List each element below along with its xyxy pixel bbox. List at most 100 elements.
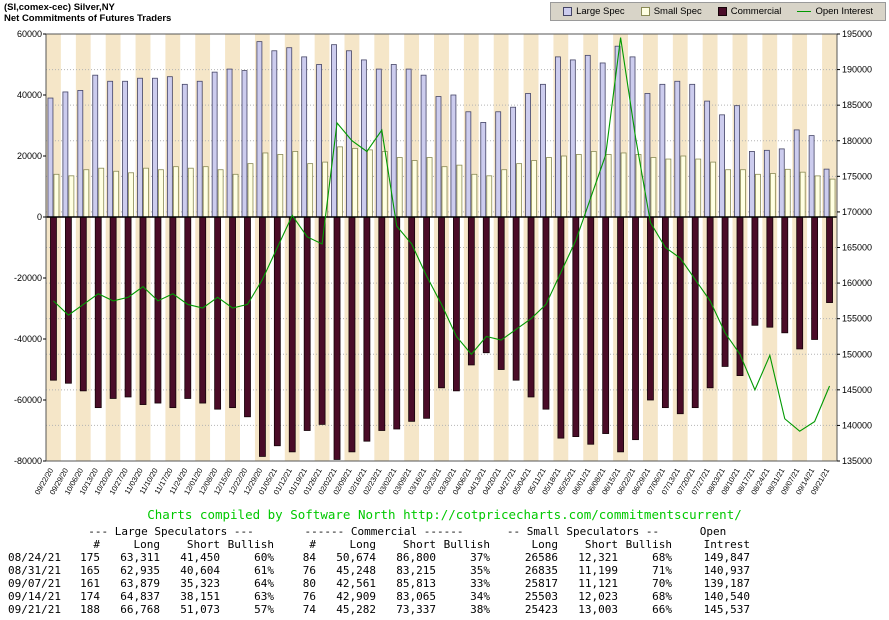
row-cell: 66,768 <box>120 603 160 616</box>
svg-text:-60000: -60000 <box>14 395 42 405</box>
column-header <box>6 538 66 551</box>
svg-text:40000: 40000 <box>17 90 42 100</box>
svg-text:-20000: -20000 <box>14 273 42 283</box>
row-date: 09/21/21 <box>8 603 61 616</box>
row-cell: 62,935 <box>120 564 160 577</box>
row-cell: 68% <box>652 551 672 564</box>
row-cell: 45,282 <box>336 603 376 616</box>
cot-chart: 60000 40000 20000 0 -20000 -40000 -60000 -80000… <box>14 29 872 497</box>
legend-label-commercial: Commercial <box>730 6 782 17</box>
row-cell: 64,837 <box>120 590 160 603</box>
row-cell: 68% <box>652 590 672 603</box>
column-header: Short <box>402 538 436 551</box>
svg-text:0: 0 <box>37 212 42 222</box>
table-group-header-row: --- Large Speculators --- ------ Commerc… <box>6 525 752 538</box>
open-interest-line-icon <box>797 11 812 12</box>
column-header: Short <box>584 538 618 551</box>
commercial-swatch-icon <box>717 7 727 16</box>
x-axis-labels: 09/22/2009/29/2010/06/2010/13/2010/20/20… <box>33 467 831 497</box>
header: (SI,comex-cec) Silver,NY Net Commitments… <box>0 0 889 24</box>
chart-titles: (SI,comex-cec) Silver,NY Net Commitments… <box>4 2 171 25</box>
legend-item-commercial: Commercial <box>717 6 782 17</box>
svg-text:-40000: -40000 <box>14 334 42 344</box>
svg-text:180000: 180000 <box>842 136 872 146</box>
table-row: 08/31/21 165 62,935 40,604 61% 76 45,248 83,215… <box>6 564 752 577</box>
row-cell: 25817 <box>524 577 558 590</box>
column-header: # <box>93 538 100 551</box>
row-cell: 63% <box>254 590 274 603</box>
row-cell: 174 <box>80 590 100 603</box>
column-header: Long <box>349 538 377 551</box>
row-cell: 12,321 <box>578 551 618 564</box>
row-date: 09/07/21 <box>8 577 61 590</box>
legend-item-small-spec: Small Spec <box>640 6 702 17</box>
row-cell: 11,199 <box>578 564 618 577</box>
column-header: Intrest <box>703 538 750 551</box>
row-cell: 61% <box>254 564 274 577</box>
svg-text:175000: 175000 <box>842 171 872 181</box>
row-cell: 42,909 <box>336 590 376 603</box>
svg-text:155000: 155000 <box>842 314 872 324</box>
row-cell: 85,813 <box>396 577 436 590</box>
svg-text:-80000: -80000 <box>14 456 42 466</box>
svg-text:195000: 195000 <box>842 29 872 39</box>
row-cell: 37% <box>470 551 490 564</box>
table-row: 09/21/21 188 66,768 51,073 57% 74 45,282 73,337… <box>6 603 752 616</box>
small-spec-swatch-icon <box>640 7 650 16</box>
column-header: # <box>309 538 316 551</box>
row-cell: 26835 <box>524 564 558 577</box>
group-header-spacer <box>6 525 66 538</box>
legend-label-large-spec: Large Spec <box>576 6 625 17</box>
row-cell: 73,337 <box>396 603 436 616</box>
row-cell: 63,879 <box>120 577 160 590</box>
row-date: 09/14/21 <box>8 590 61 603</box>
row-cell: 34% <box>470 590 490 603</box>
table-column-header-row: # Long Short Bullish # Long Short Bullish Long Sh… <box>6 538 752 551</box>
row-cell: 71% <box>652 564 672 577</box>
row-cell: 13,003 <box>578 603 618 616</box>
svg-text:165000: 165000 <box>842 243 872 253</box>
row-cell: 38,151 <box>180 590 220 603</box>
row-cell: 76 <box>302 590 316 603</box>
group-header-small-spec: -- Small Speculators -- <box>506 525 660 538</box>
column-header: Bullish <box>227 538 274 551</box>
group-header-large-spec: --- Large Speculators --- <box>88 525 254 538</box>
legend-item-large-spec: Large Spec <box>563 6 625 17</box>
row-cell: 74 <box>302 603 316 616</box>
legend-label-small-spec: Small Spec <box>653 6 702 17</box>
row-cell: 145,537 <box>703 603 750 616</box>
row-cell: 86,800 <box>396 551 436 564</box>
svg-text:190000: 190000 <box>842 65 872 75</box>
svg-text:135000: 135000 <box>842 456 872 466</box>
row-cell: 64% <box>254 577 274 590</box>
row-cell: 165 <box>80 564 100 577</box>
row-cell: 139,187 <box>703 577 750 590</box>
row-cell: 42,561 <box>336 577 376 590</box>
svg-text:160000: 160000 <box>842 278 872 288</box>
group-header-commercial: ------ Commercial ------ <box>304 525 464 538</box>
svg-text:20000: 20000 <box>17 151 42 161</box>
row-cell: 70% <box>652 577 672 590</box>
cot-table: --- Large Speculators --- ------ Commerc… <box>6 525 752 616</box>
open-interest-line <box>53 37 831 432</box>
row-cell: 84 <box>302 551 316 564</box>
row-cell: 175 <box>80 551 100 564</box>
table-row: 09/07/21 161 63,879 35,323 64% 80 42,561 85,813… <box>6 577 752 590</box>
row-cell: 83,065 <box>396 590 436 603</box>
group-header-open: Open <box>699 525 727 538</box>
credit-link[interactable]: http://cotpricecharts.com/commitmentscur… <box>403 507 742 522</box>
row-cell: 25423 <box>524 603 558 616</box>
table-row: 09/14/21 174 64,837 38,151 63% 76 42,909 83,065… <box>6 590 752 603</box>
right-axis-labels: 135000 140000 145000 150000 155000 160000 1650… <box>837 29 872 466</box>
svg-text:170000: 170000 <box>842 207 872 217</box>
svg-text:185000: 185000 <box>842 100 872 110</box>
column-header: Bullish <box>625 538 672 551</box>
large-spec-swatch-icon <box>563 7 573 16</box>
row-cell: 66% <box>652 603 672 616</box>
row-cell: 149,847 <box>703 551 750 564</box>
row-cell: 33% <box>470 577 490 590</box>
row-cell: 76 <box>302 564 316 577</box>
column-header: Bullish <box>443 538 490 551</box>
left-axis-labels: 60000 40000 20000 0 -20000 -40000 -60000 -80000 <box>14 29 46 466</box>
row-cell: 60% <box>254 551 274 564</box>
